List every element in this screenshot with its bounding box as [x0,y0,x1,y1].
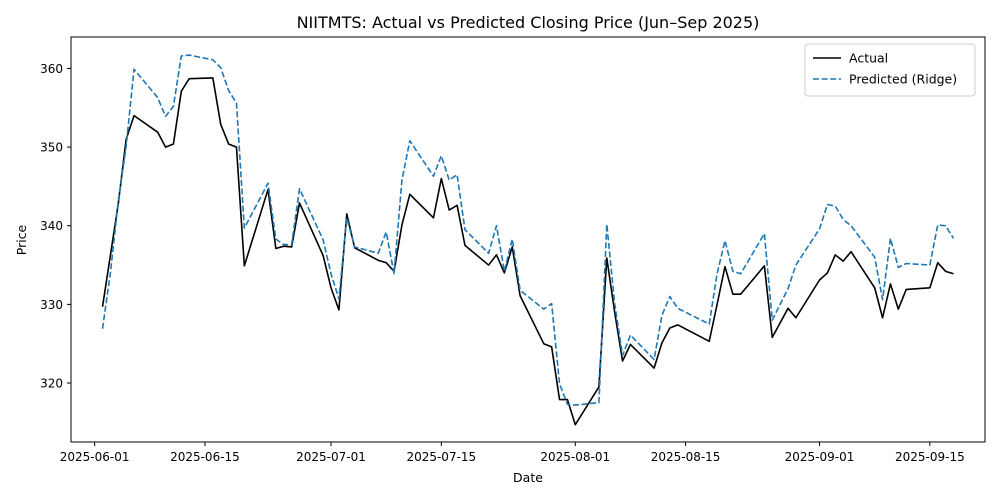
legend-entry-label: Predicted (Ridge) [849,72,957,87]
x-tick-label: 2025-07-01 [296,450,366,464]
x-tick-label: 2025-07-15 [406,450,476,464]
x-tick-label: 2025-06-15 [170,450,240,464]
legend: Actual Predicted (Ridge) [804,43,976,97]
legend-box [804,43,976,97]
plot-area-frame [70,36,986,443]
y-tick-label: 350 [40,141,63,155]
y-tick-label: 340 [40,219,63,233]
x-tick-label: 2025-09-15 [895,450,965,464]
x-axis-label: Date [513,470,543,485]
x-axis: 2025-06-01 2025-06-15 2025-07-01 2025-07-15… [60,442,965,464]
series-layer [101,54,955,426]
x-tick-label: 2025-06-01 [60,450,130,464]
y-tick-label: 360 [40,62,63,76]
legend-entry-label: Actual [849,51,888,66]
y-axis-label: Price [14,224,29,255]
series-line-actual [101,77,954,426]
y-tick-label: 320 [40,377,63,391]
y-tick-label: 330 [40,298,63,312]
y-axis: 320 330 340 350 360 [40,62,71,391]
x-tick-label: 2025-09-01 [785,450,855,464]
chart-title: NIITMTS: Actual vs Predicted Closing Pri… [297,13,760,32]
series-line-predicted [101,54,955,406]
x-tick-label: 2025-08-15 [651,450,721,464]
x-tick-label: 2025-08-01 [540,450,610,464]
